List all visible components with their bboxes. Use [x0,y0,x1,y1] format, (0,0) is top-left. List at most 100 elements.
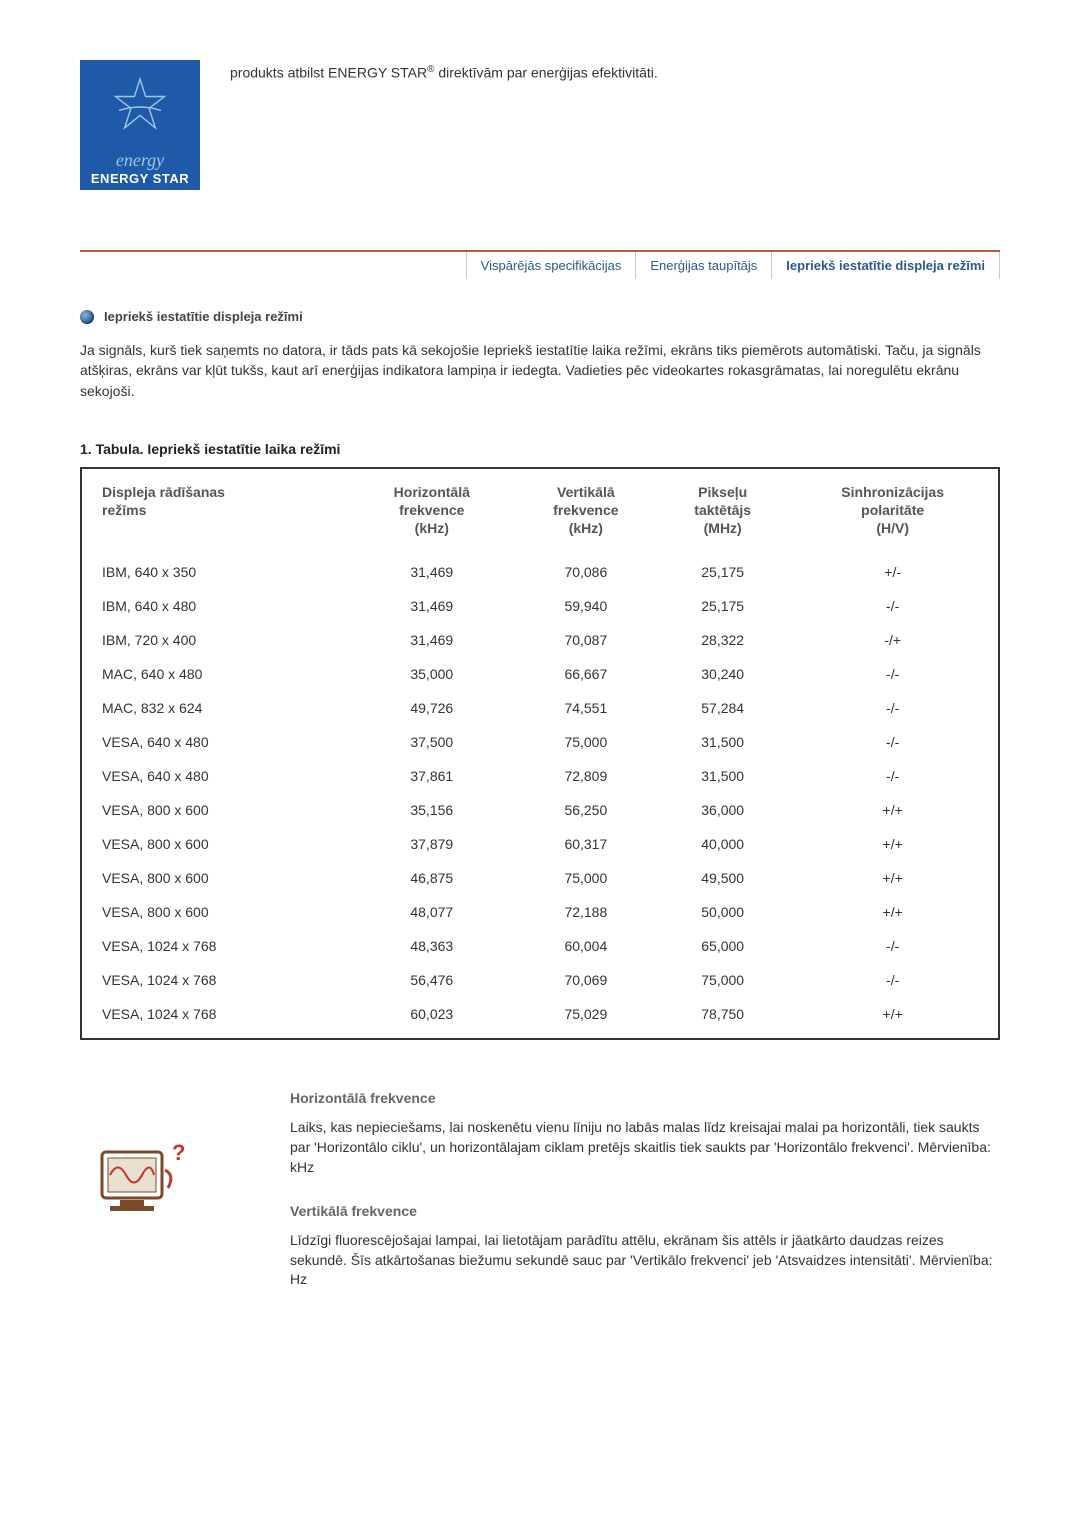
table-cell: 75,000 [514,861,658,895]
table-cell: VESA, 1024 x 768 [82,963,350,997]
table-cell: MAC, 640 x 480 [82,657,350,691]
table-header-3: Pikseļutaktētājs(MHz) [658,469,787,556]
vertical-frequency-title: Vertikālā frekvence [290,1203,1000,1219]
table-cell: 37,861 [350,759,514,793]
top-row: energy ENERGY STAR produkts atbilst ENER… [80,60,1000,190]
frequency-text-column: Horizontālā frekvence Laiks, kas nepieci… [230,1090,1000,1316]
table-row: VESA, 800 x 60037,87960,31740,000+/+ [82,827,998,861]
table-cell: 31,500 [658,759,787,793]
table-cell: 75,029 [514,997,658,1038]
table-cell: 72,188 [514,895,658,929]
intro-paragraph: Ja signāls, kurš tiek saņemts no datora,… [80,340,1000,401]
table-cell: 72,809 [514,759,658,793]
table-row: MAC, 640 x 48035,00066,66730,240-/- [82,657,998,691]
table-cell: 70,087 [514,623,658,657]
table-cell: 70,069 [514,963,658,997]
table-row: IBM, 640 x 48031,46959,94025,175-/- [82,589,998,623]
table-cell: 60,004 [514,929,658,963]
energy-star-icon [105,72,175,142]
table-cell: 60,317 [514,827,658,861]
table-cell: 37,500 [350,725,514,759]
table-cell: VESA, 800 x 600 [82,827,350,861]
table-cell: 31,469 [350,623,514,657]
top-intro-text: produkts atbilst ENERGY STAR® direktīvām… [230,60,1000,81]
table-cell: +/+ [787,997,998,1038]
intro-text-post: direktīvām par enerģijas efektivitāti. [434,65,657,81]
bullet-icon [80,310,94,324]
table-cell: VESA, 640 x 480 [82,725,350,759]
vertical-frequency-block: Vertikālā frekvence Līdzīgi fluorescējoš… [290,1203,1000,1290]
table-cell: IBM, 640 x 480 [82,589,350,623]
table-cell: 57,284 [658,691,787,725]
table-title: 1. Tabula. Iepriekš iestatītie laika rež… [80,441,1000,457]
table-cell: VESA, 800 x 600 [82,793,350,827]
table-cell: 31,469 [350,555,514,589]
table-cell: IBM, 640 x 350 [82,555,350,589]
table-cell: VESA, 640 x 480 [82,759,350,793]
table-cell: MAC, 832 x 624 [82,691,350,725]
table-header-2: Vertikālāfrekvence(kHz) [514,469,658,556]
table-row: VESA, 1024 x 76860,02375,02978,750+/+ [82,997,998,1038]
table-cell: 28,322 [658,623,787,657]
table-cell: 78,750 [658,997,787,1038]
table-cell: -/- [787,759,998,793]
table-row: MAC, 832 x 62449,72674,55157,284-/- [82,691,998,725]
svg-text:?: ? [172,1140,185,1165]
table-cell: 49,500 [658,861,787,895]
table-cell: VESA, 1024 x 768 [82,997,350,1038]
table-cell: 74,551 [514,691,658,725]
table-cell: 48,363 [350,929,514,963]
data-table-wrapper: Displeja rādīšanasrežīmsHorizontālāfrekv… [80,467,1000,1041]
table-row: VESA, 640 x 48037,86172,80931,500-/- [82,759,998,793]
energy-star-script: energy [116,150,164,171]
table-cell: 56,250 [514,793,658,827]
intro-text-pre: produkts atbilst ENERGY STAR [230,65,427,81]
table-cell: 31,500 [658,725,787,759]
table-cell: 56,476 [350,963,514,997]
table-row: VESA, 1024 x 76848,36360,00465,000-/- [82,929,998,963]
table-cell: +/+ [787,793,998,827]
table-cell: -/- [787,691,998,725]
table-cell: +/- [787,555,998,589]
table-cell: 35,156 [350,793,514,827]
table-cell: 60,023 [350,997,514,1038]
table-cell: 30,240 [658,657,787,691]
table-cell: 25,175 [658,555,787,589]
table-cell: +/+ [787,895,998,929]
table-row: VESA, 640 x 48037,50075,00031,500-/- [82,725,998,759]
tab-0[interactable]: Vispārējās specifikācijas [466,252,637,279]
tab-2[interactable]: Iepriekš iestatītie displeja režīmi [772,252,1000,279]
table-cell: 35,000 [350,657,514,691]
table-cell: 75,000 [514,725,658,759]
table-cell: 46,875 [350,861,514,895]
table-row: VESA, 800 x 60035,15656,25036,000+/+ [82,793,998,827]
table-cell: 66,667 [514,657,658,691]
table-cell: +/+ [787,861,998,895]
table-cell: -/- [787,929,998,963]
energy-star-label: ENERGY STAR [91,171,189,186]
energy-star-logo: energy ENERGY STAR [80,60,200,190]
table-cell: 37,879 [350,827,514,861]
table-cell: -/- [787,725,998,759]
table-cell: 49,726 [350,691,514,725]
table-row: VESA, 800 x 60046,87575,00049,500+/+ [82,861,998,895]
horizontal-frequency-desc: Laiks, kas nepieciešams, lai noskenētu v… [290,1118,1000,1177]
table-cell: 48,077 [350,895,514,929]
tabs-bar: Vispārējās specifikācijasEnerģijas taupī… [80,250,1000,279]
table-cell: VESA, 1024 x 768 [82,929,350,963]
table-cell: 25,175 [658,589,787,623]
table-cell: 75,000 [658,963,787,997]
vertical-frequency-desc: Līdzīgi fluorescējošajai lampai, lai lie… [290,1231,1000,1290]
horizontal-frequency-title: Horizontālā frekvence [290,1090,1000,1106]
table-cell: -/- [787,963,998,997]
table-body: IBM, 640 x 35031,46970,08625,175+/-IBM, … [82,555,998,1038]
table-cell: VESA, 800 x 600 [82,861,350,895]
section-heading: Iepriekš iestatītie displeja režīmi [80,309,1000,324]
table-header-1: Horizontālāfrekvence(kHz) [350,469,514,556]
table-cell: IBM, 720 x 400 [82,623,350,657]
tab-1[interactable]: Enerģijas taupītājs [636,252,772,279]
table-cell: -/- [787,657,998,691]
table-header-row: Displeja rādīšanasrežīmsHorizontālāfrekv… [82,469,998,556]
table-cell: 31,469 [350,589,514,623]
table-cell: -/+ [787,623,998,657]
